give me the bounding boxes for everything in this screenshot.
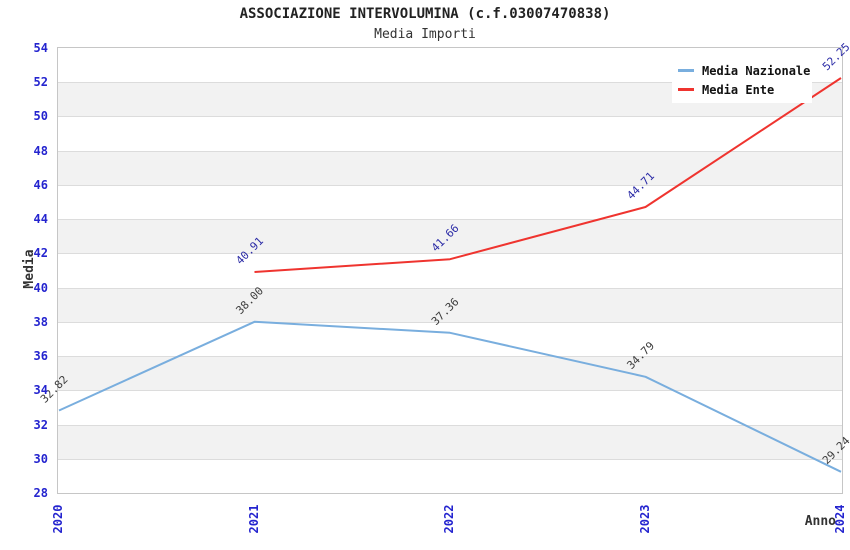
plot-band: [58, 356, 842, 391]
point-label: 40.91: [233, 235, 266, 268]
legend-item: Media Ente: [678, 80, 806, 99]
y-tick-label: 48: [33, 143, 48, 158]
y-tick-label: 44: [33, 212, 48, 227]
y-tick-label: 38: [33, 314, 48, 329]
y-tick-label: 36: [33, 349, 48, 364]
plot-band: [58, 219, 842, 254]
point-label: 37.36: [429, 295, 462, 328]
gridline: [58, 356, 842, 358]
y-tick-label: 52: [33, 75, 48, 90]
gridline: [58, 116, 842, 118]
y-tick-label: 40: [33, 280, 48, 295]
x-tick-label: 2023: [637, 504, 652, 534]
x-tick-label: 2021: [246, 504, 261, 534]
gridline: [58, 321, 842, 323]
legend-line-swatch: [678, 69, 694, 72]
y-tick-label: 46: [33, 177, 48, 192]
legend-item-label: Media Nazionale: [702, 63, 811, 78]
plot-band: [58, 116, 842, 151]
series-line-1: [254, 77, 842, 273]
gridline: [58, 287, 842, 289]
chart-title: ASSOCIAZIONE INTERVOLUMINA (c.f.03007470…: [239, 6, 611, 22]
point-label: 41.66: [429, 222, 462, 255]
plot-area: 32.82 38.00 37.36 34.79 29.24 40.91 41.66 44.71…: [38, 40, 850, 494]
gridline: [58, 458, 842, 460]
y-tick-label: 30: [33, 451, 48, 466]
legend-line-swatch: [678, 88, 694, 91]
y-tick-label: 28: [33, 486, 48, 500]
plot-band: [58, 390, 842, 425]
plot-band: [58, 184, 842, 220]
x-axis-title: Anno: [804, 514, 836, 529]
point-label: 44.71: [624, 170, 657, 203]
gridline: [58, 424, 842, 426]
y-tick-label: 32: [33, 417, 48, 432]
plot-band: [58, 458, 842, 493]
x-tick-label: 2022: [442, 504, 456, 534]
chart-subtitle: Media Importi: [374, 27, 476, 42]
plot-band: [58, 424, 842, 459]
plot-band: [58, 287, 842, 322]
gridline: [58, 150, 842, 152]
gridline: [58, 184, 842, 186]
gridline: [58, 82, 842, 84]
point-label: 38.00: [233, 284, 266, 317]
point-label: 52.25: [820, 40, 850, 73]
legend: Media Nazionale Media Ente: [672, 57, 812, 103]
legend-item-label: Media Ente: [702, 82, 775, 97]
x-tick-label: 2020: [51, 504, 65, 534]
y-tick-label: 34: [33, 383, 48, 398]
gridline: [58, 253, 842, 255]
gridline: [58, 390, 842, 392]
y-tick-label: 54: [33, 41, 48, 55]
y-tick-label: 50: [33, 109, 48, 124]
gridline: [58, 219, 842, 221]
legend-item: Media Nazionale: [678, 61, 810, 80]
series-line-0: [58, 320, 842, 473]
y-tick-label: 42: [33, 246, 48, 261]
plot-band: [58, 321, 842, 357]
point-label: 29.24: [820, 434, 850, 467]
point-label: 34.79: [624, 339, 657, 372]
plot-band: [58, 150, 842, 185]
